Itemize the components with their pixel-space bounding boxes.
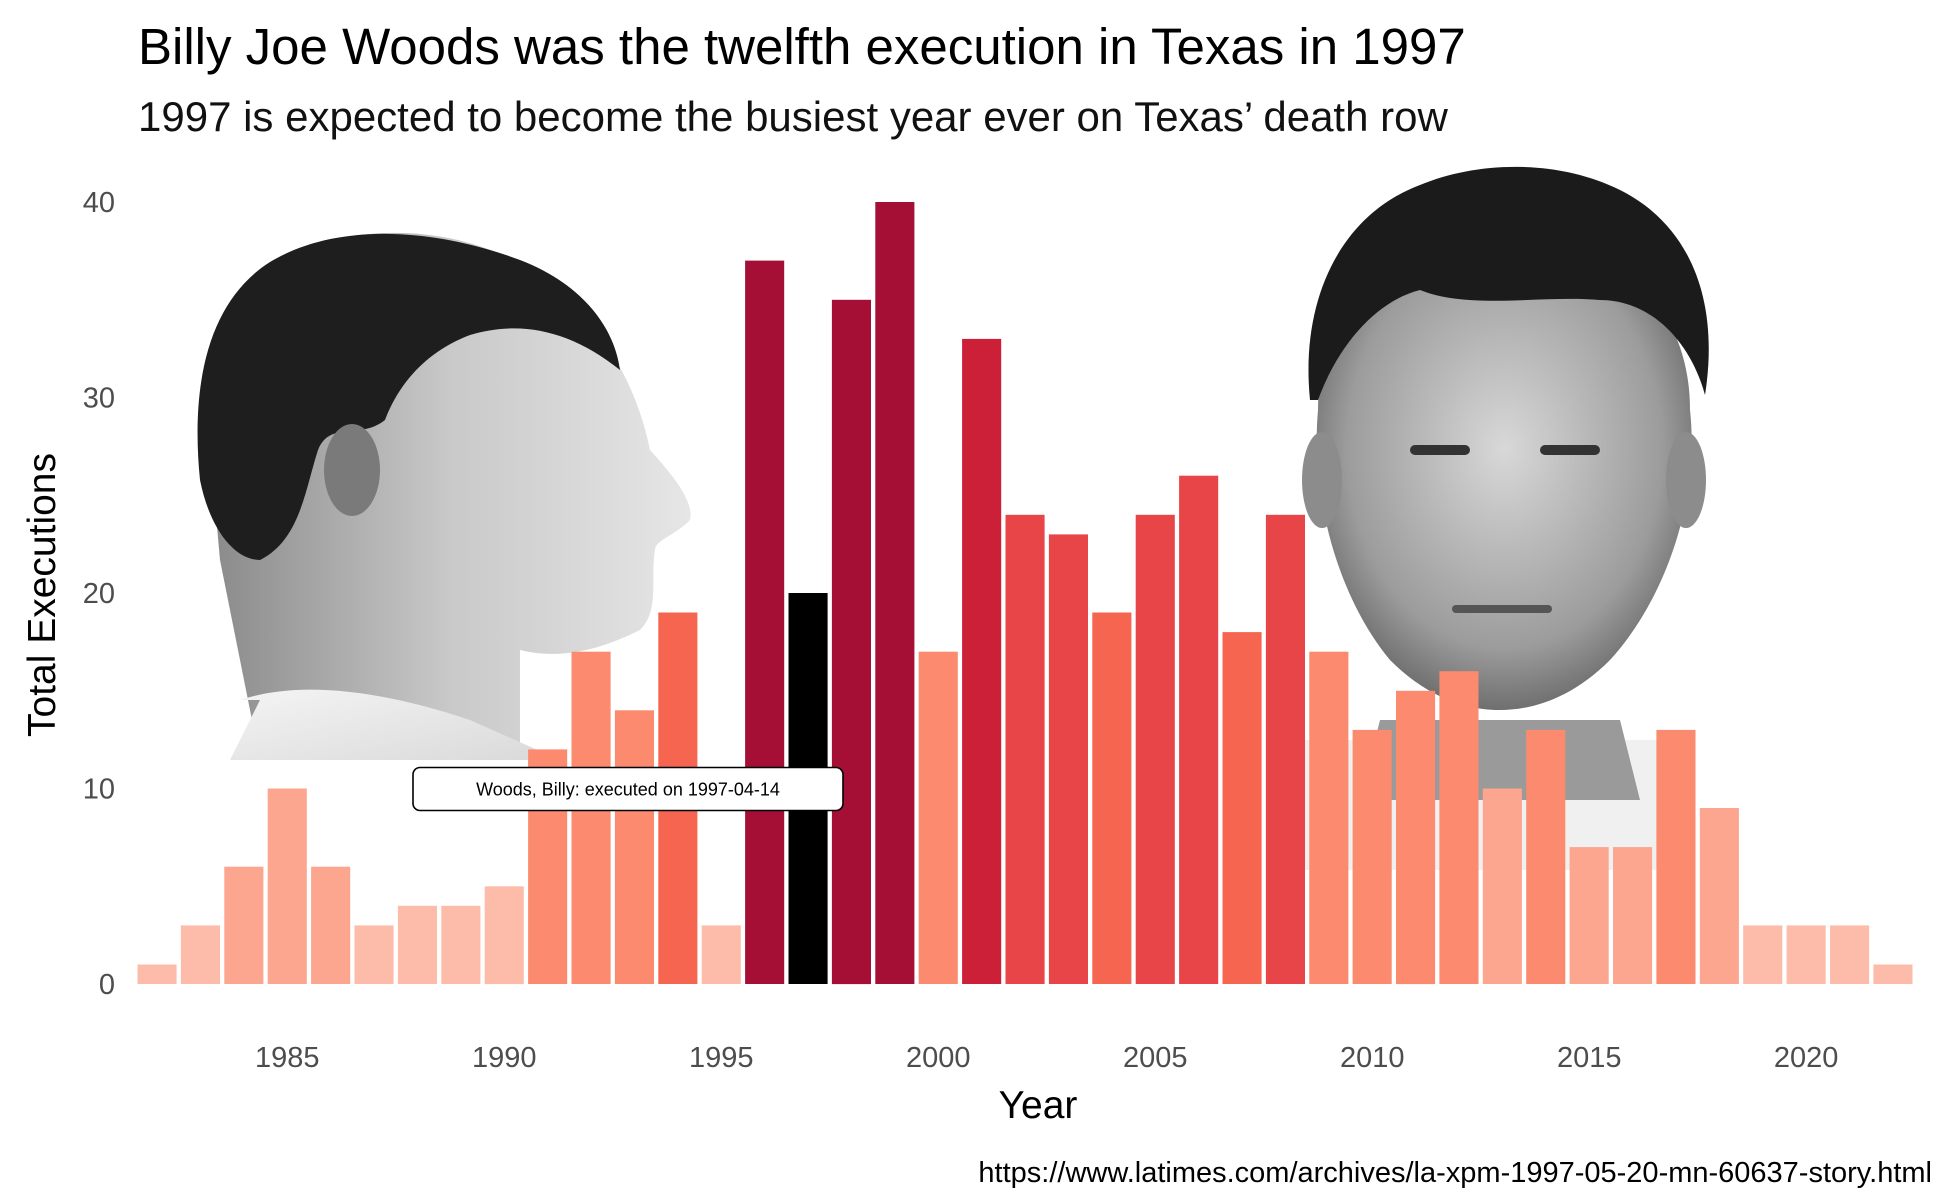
bar-2005	[1135, 514, 1175, 984]
bar-2020	[1786, 925, 1826, 984]
bar-2012	[1439, 671, 1479, 984]
source-caption: https://www.latimes.com/archives/la-xpm-…	[978, 1157, 1932, 1189]
chart-title: Billy Joe Woods was the twelfth executio…	[138, 18, 1466, 75]
x-tick-label: 2000	[906, 1042, 971, 1074]
bar-2004	[1092, 612, 1132, 984]
bar-1993	[614, 710, 654, 984]
bar-2017	[1656, 729, 1696, 984]
annotation-text: Woods, Billy: executed on 1997-04-14	[476, 780, 780, 800]
bar-2013	[1482, 788, 1522, 984]
chart-subtitle: 1997 is expected to become the busiest y…	[138, 93, 1448, 140]
y-tick-label: 10	[83, 774, 115, 806]
y-tick-label: 40	[83, 187, 115, 219]
bar-2007	[1222, 632, 1262, 984]
x-tick-label: 2015	[1557, 1042, 1622, 1074]
bar-2022	[1873, 964, 1913, 984]
bar-2011	[1396, 690, 1436, 985]
bar-2019	[1743, 925, 1783, 984]
y-tick-label: 20	[83, 578, 115, 610]
bar-2000	[918, 651, 958, 984]
bar-2014	[1526, 729, 1566, 984]
x-tick-label: 2010	[1340, 1042, 1405, 1074]
y-axis-label: Total Executions	[21, 453, 64, 737]
bar-2001	[962, 338, 1002, 984]
x-tick-label: 2005	[1123, 1042, 1188, 1074]
bar-1990	[484, 886, 524, 985]
bar-2021	[1830, 925, 1870, 984]
mugshot-photo	[1300, 166, 1709, 870]
bar-2009	[1309, 651, 1349, 984]
x-tick-label: 2020	[1774, 1042, 1839, 1074]
bar-1995	[701, 925, 741, 984]
bar-1999	[875, 202, 915, 984]
bar-1985	[267, 788, 307, 984]
bar-2006	[1179, 475, 1219, 984]
x-axis-ticks: 1985 1990 1995 2000 2005 2010 2015 2020	[255, 1042, 1838, 1074]
bars	[137, 202, 1913, 985]
bar-2002	[1005, 514, 1045, 984]
y-tick-label: 30	[83, 383, 115, 415]
bar-1982	[137, 964, 177, 984]
bar-1988	[397, 905, 437, 984]
x-tick-label: 1985	[255, 1042, 320, 1074]
bar-2003	[1048, 534, 1088, 984]
bar-1986	[311, 866, 351, 984]
bar-1987	[354, 925, 394, 984]
bar-1996	[745, 260, 785, 985]
profile-photo	[197, 232, 691, 761]
bar-2018	[1699, 808, 1739, 984]
annotation-callout: Woods, Billy: executed on 1997-04-14	[412, 766, 844, 812]
bar-1983	[180, 925, 220, 984]
bar-1998	[831, 299, 871, 985]
annotation-box	[412, 766, 844, 812]
y-axis-ticks: 0 10 20 30 40	[83, 187, 115, 1001]
x-tick-label: 1990	[472, 1042, 537, 1074]
bar-1989	[441, 905, 481, 984]
bar-1984	[224, 866, 264, 984]
x-axis-label: Year	[999, 1084, 1078, 1127]
bar-2016	[1613, 847, 1653, 984]
bar-2015	[1569, 847, 1609, 984]
x-tick-label: 1995	[689, 1042, 754, 1074]
y-tick-label: 0	[99, 969, 115, 1001]
bar-2010	[1352, 729, 1392, 984]
bar-2008	[1265, 514, 1305, 984]
bar-1992	[571, 651, 611, 984]
